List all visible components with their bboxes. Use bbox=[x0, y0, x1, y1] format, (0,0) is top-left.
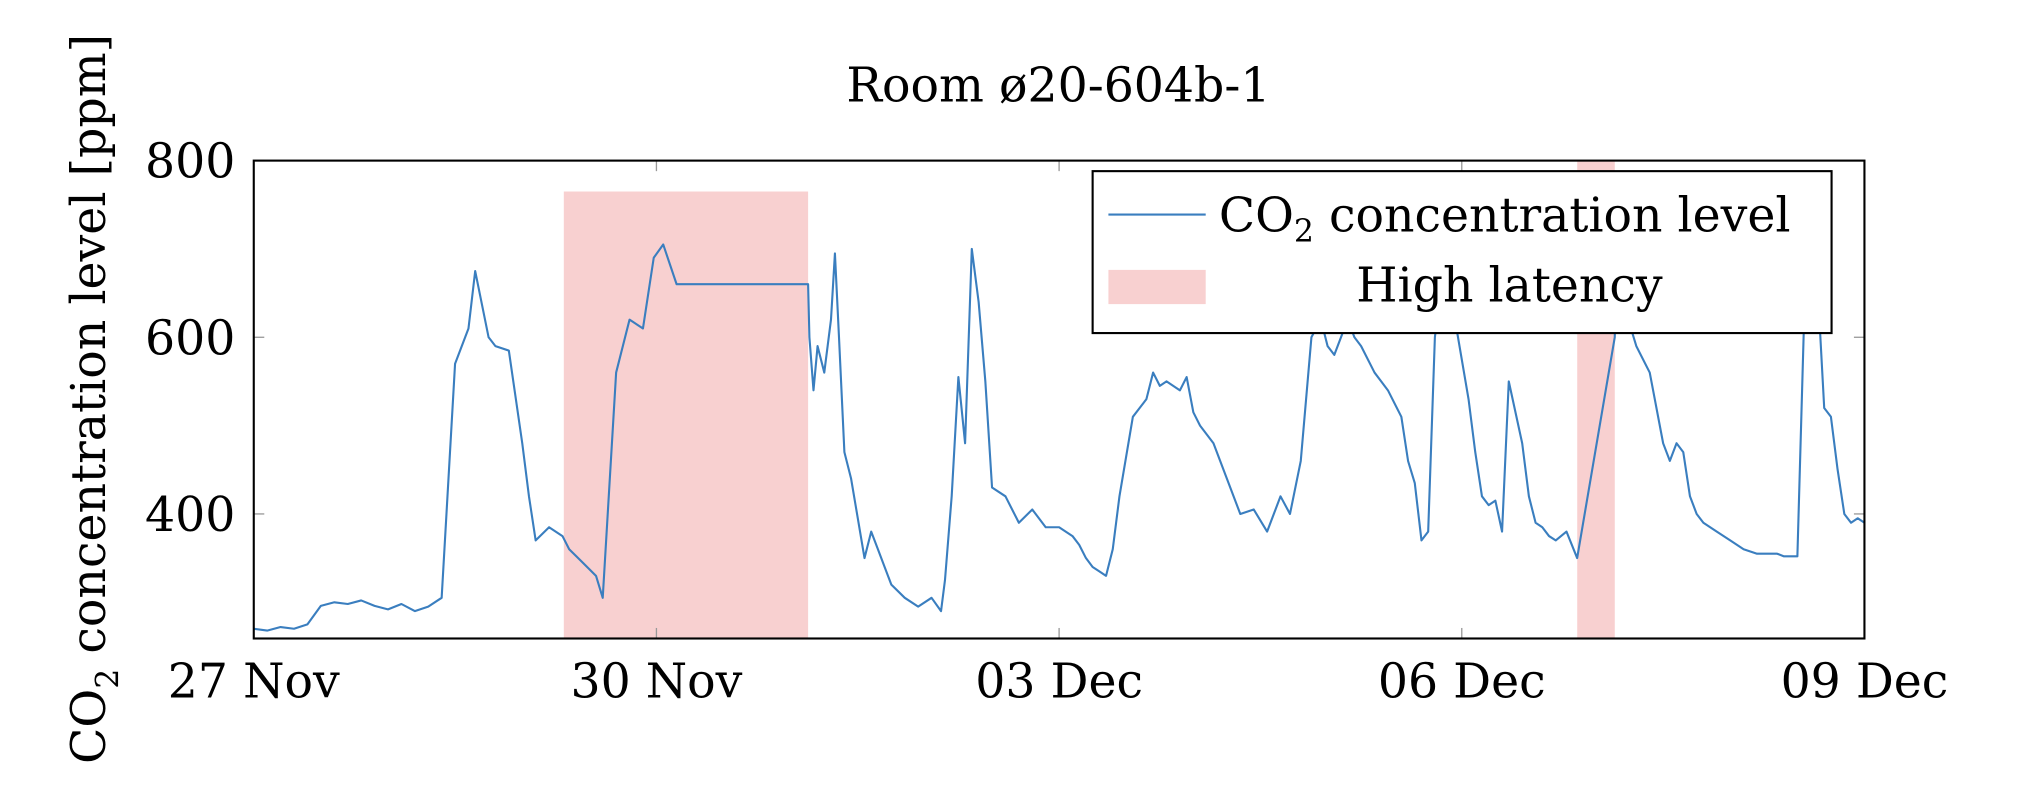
y-tick-label: 400 bbox=[145, 488, 235, 543]
y-axis-label: CO2 concentration level [ppm] bbox=[62, 34, 126, 764]
legend-label-high-latency: High latency bbox=[1356, 258, 1663, 313]
x-tick-labels: 27 Nov 30 Nov 03 Dec 06 Dec 09 Dec bbox=[168, 655, 1949, 710]
chart-title: Room ø20-604b-1 bbox=[846, 58, 1270, 113]
x-tick-label: 03 Dec bbox=[975, 655, 1143, 710]
high-latency-region bbox=[563, 191, 809, 639]
y-tick-label: 800 bbox=[145, 135, 235, 190]
legend-box bbox=[1091, 170, 1833, 335]
x-tick-label: 09 Dec bbox=[1781, 655, 1949, 710]
plot-area-frame bbox=[252, 159, 1866, 640]
y-tick-labels: 400 600 800 bbox=[145, 135, 235, 543]
legend-label-co2: CO2 concentration level bbox=[1219, 189, 1791, 251]
legend-area-swatch-icon bbox=[1108, 269, 1206, 305]
y-tick-label: 600 bbox=[145, 311, 235, 366]
x-tick-label: 30 Nov bbox=[570, 655, 742, 710]
x-tick-label: 27 Nov bbox=[168, 655, 340, 710]
legend: CO2 concentration level High latency bbox=[1091, 170, 1833, 335]
x-tick-label: 06 Dec bbox=[1378, 655, 1546, 710]
